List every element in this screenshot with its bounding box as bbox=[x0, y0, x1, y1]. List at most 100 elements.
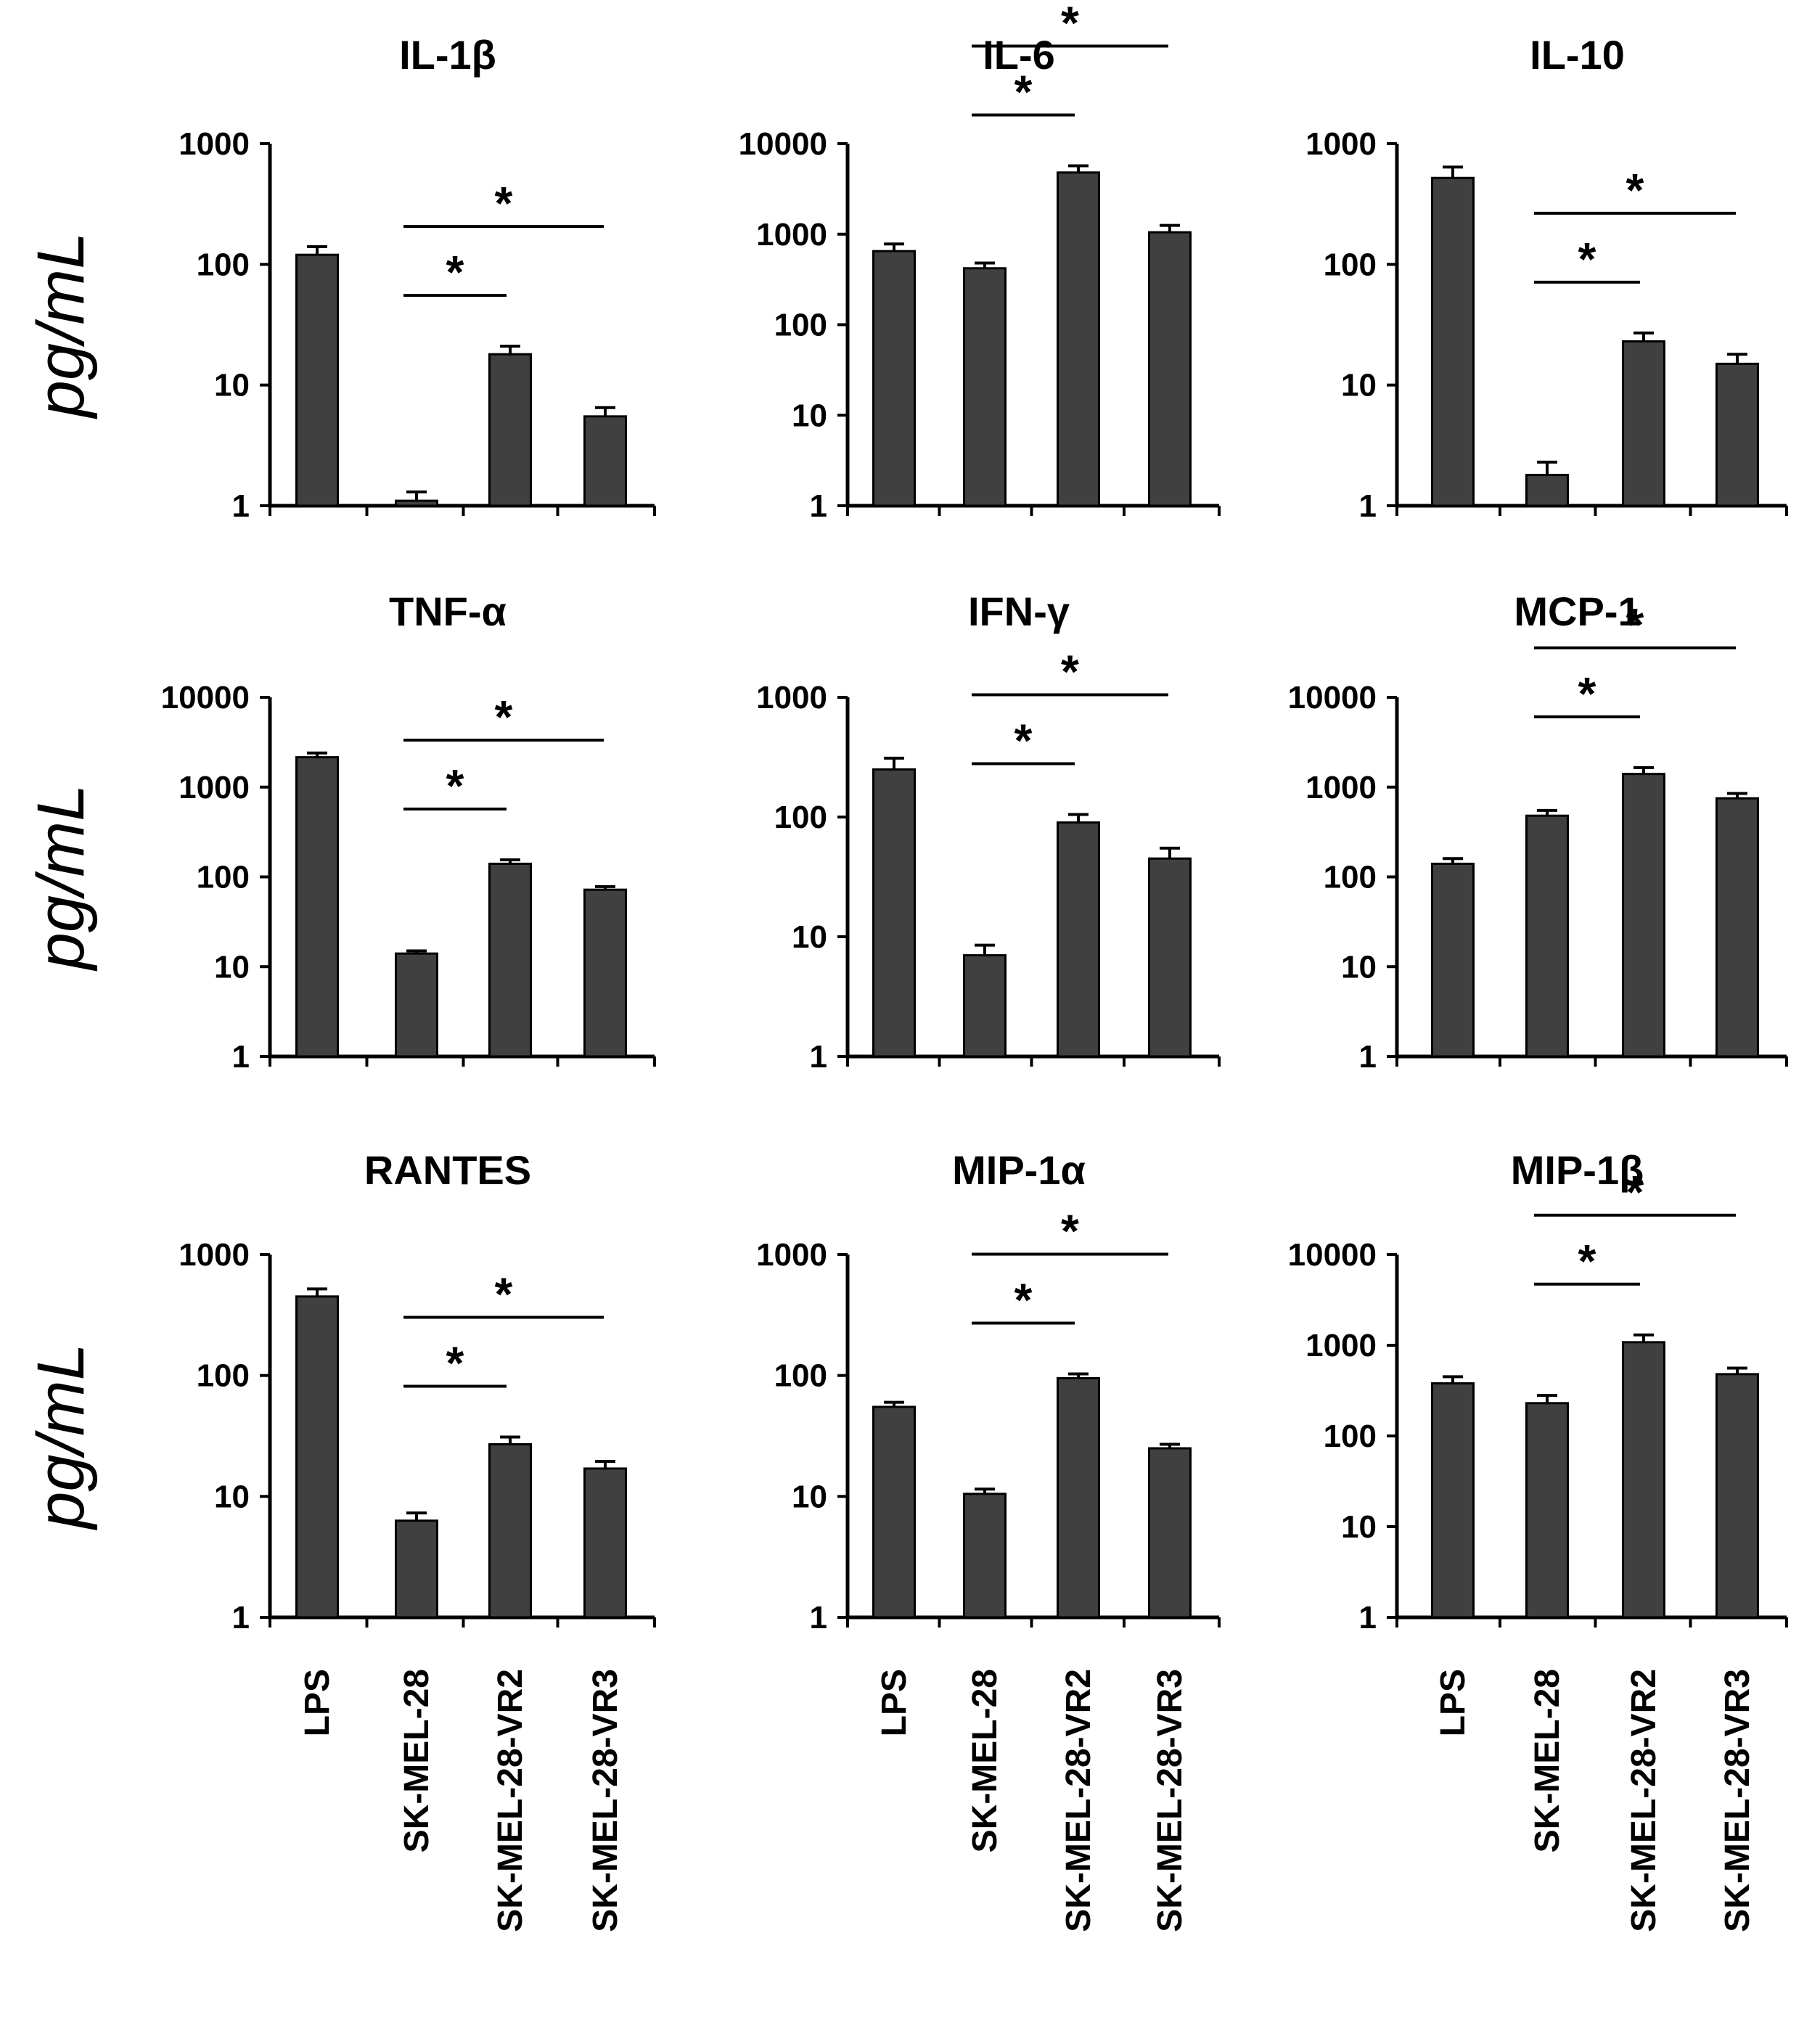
significance-star-short: * bbox=[446, 760, 464, 812]
y-tick-label: 1000 bbox=[179, 1237, 250, 1273]
category-label: SK-MEL-28-VR3 bbox=[1151, 1669, 1189, 1932]
bar-SK-MEL-28 bbox=[963, 267, 1007, 507]
bar-SK-MEL-28-VR3 bbox=[583, 415, 627, 507]
significance-star-short: * bbox=[1578, 1235, 1596, 1287]
bar-SK-MEL-28-VR3 bbox=[1148, 1447, 1192, 1619]
y-tick-label: 1000 bbox=[756, 680, 827, 715]
panel-3: TNF-α 1 10 100 1000 10000 * * pg/mL bbox=[24, 588, 656, 1075]
y-tick-label: 100 bbox=[197, 860, 250, 895]
bar-SK-MEL-28-VR2 bbox=[1057, 171, 1100, 507]
bar-SK-MEL-28-VR3 bbox=[1148, 857, 1192, 1058]
category-label: SK-MEL-28-VR2 bbox=[1625, 1669, 1663, 1932]
category-label: SK-MEL-28-VR2 bbox=[491, 1669, 530, 1932]
significance-star-long: * bbox=[1061, 1205, 1079, 1257]
significance-star-short: * bbox=[1014, 65, 1033, 118]
y-tick-label: 100 bbox=[1324, 860, 1377, 895]
significance-star-long: * bbox=[495, 177, 513, 229]
y-tick-label: 100 bbox=[774, 308, 827, 343]
bar-LPS bbox=[295, 253, 339, 507]
bar-LPS bbox=[872, 768, 916, 1058]
significance-star-long: * bbox=[495, 691, 513, 743]
y-tick-label: 100 bbox=[774, 800, 827, 835]
significance-star-long: * bbox=[1626, 599, 1644, 651]
panel-title: IL-6 bbox=[983, 32, 1055, 78]
bar-SK-MEL-28-VR3 bbox=[1715, 362, 1759, 507]
category-label: SK-MEL-28 bbox=[1528, 1669, 1567, 1852]
y-tick-label: 1000 bbox=[1305, 1328, 1377, 1363]
bar-SK-MEL-28 bbox=[1525, 474, 1569, 507]
significance-star-long: * bbox=[1061, 0, 1079, 49]
bar-LPS bbox=[295, 1295, 339, 1619]
panel-6: RANTES 1 10 100 1000 * * pg/mL LPS SK-MEL-28 SK-ME… bbox=[24, 1147, 656, 1932]
significance-star-long: * bbox=[495, 1268, 513, 1320]
bar-SK-MEL-28-VR3 bbox=[1148, 231, 1192, 507]
y-tick-label: 1000 bbox=[179, 126, 250, 162]
panel-7: MIP-1α 1 10 100 1000 * * LPS SK-MEL-28 SK-MEL-28-… bbox=[756, 1147, 1221, 1932]
y-tick-label: 100 bbox=[1324, 247, 1377, 282]
bar-SK-MEL-28-VR2 bbox=[488, 353, 532, 507]
y-tick-label: 1 bbox=[1359, 488, 1377, 524]
bar-LPS bbox=[1431, 1382, 1475, 1619]
bar-SK-MEL-28-VR3 bbox=[1715, 797, 1759, 1058]
y-tick-label: 1 bbox=[232, 1600, 250, 1635]
y-tick-label: 10 bbox=[214, 1479, 250, 1514]
category-label: SK-MEL-28 bbox=[398, 1669, 436, 1852]
y-axis-title: pg/mL bbox=[24, 1343, 98, 1531]
significance-star-short: * bbox=[1014, 1274, 1033, 1326]
bar-LPS bbox=[872, 250, 916, 507]
significance-star-short: * bbox=[1578, 233, 1596, 285]
bar-SK-MEL-28 bbox=[395, 1519, 438, 1619]
bar-SK-MEL-28 bbox=[963, 1493, 1007, 1619]
bar-LPS bbox=[872, 1405, 916, 1619]
bar-LPS bbox=[295, 756, 339, 1058]
bar-SK-MEL-28-VR2 bbox=[1622, 340, 1665, 507]
y-tick-label: 100 bbox=[774, 1358, 827, 1394]
bar-LPS bbox=[1431, 862, 1475, 1058]
bar-SK-MEL-28 bbox=[395, 499, 438, 507]
bar-SK-MEL-28 bbox=[1525, 814, 1569, 1058]
bar-SK-MEL-28-VR2 bbox=[1622, 773, 1665, 1058]
y-tick-label: 10 bbox=[792, 1479, 827, 1514]
panel-title: MIP-1β bbox=[1511, 1147, 1644, 1193]
category-label: LPS bbox=[298, 1669, 337, 1736]
significance-star-short: * bbox=[446, 246, 464, 298]
y-tick-label: 1000 bbox=[756, 1237, 827, 1273]
panel-title: RANTES bbox=[364, 1147, 531, 1193]
panel-8: MIP-1β 1 10 100 1000 10000 * * LPS SK-MEL-28 SK-ME… bbox=[1288, 1147, 1788, 1932]
panel-title: TNF-α bbox=[389, 588, 507, 634]
significance-star-long: * bbox=[1061, 646, 1079, 698]
category-label: SK-MEL-28 bbox=[966, 1669, 1004, 1852]
y-tick-label: 10 bbox=[214, 368, 250, 403]
y-tick-label: 100 bbox=[197, 1358, 250, 1394]
y-tick-label: 100 bbox=[1324, 1419, 1377, 1454]
bar-SK-MEL-28 bbox=[1525, 1402, 1569, 1619]
y-tick-label: 10 bbox=[1341, 1509, 1377, 1545]
y-tick-label: 1 bbox=[810, 1039, 827, 1075]
bar-SK-MEL-28-VR2 bbox=[1057, 821, 1100, 1058]
significance-star-long: * bbox=[1626, 1166, 1644, 1218]
y-axis-title: pg/mL bbox=[24, 232, 98, 420]
category-label: LPS bbox=[875, 1669, 914, 1736]
panel-title: IL-1β bbox=[399, 32, 496, 78]
y-tick-label: 1000 bbox=[179, 770, 250, 805]
panel-2: IL-10 1 10 100 1000 * * bbox=[1305, 32, 1788, 524]
y-tick-label: 10 bbox=[214, 949, 250, 985]
y-axis-title: pg/mL bbox=[24, 784, 98, 972]
y-tick-label: 10000 bbox=[739, 126, 827, 162]
significance-star-long: * bbox=[1626, 164, 1644, 216]
y-tick-label: 1 bbox=[232, 488, 250, 524]
category-label: SK-MEL-28-VR3 bbox=[1718, 1669, 1757, 1932]
bar-SK-MEL-28-VR2 bbox=[488, 862, 532, 1058]
bar-SK-MEL-28-VR2 bbox=[1057, 1376, 1100, 1619]
y-tick-label: 1 bbox=[1359, 1600, 1377, 1635]
y-tick-label: 10000 bbox=[161, 680, 250, 715]
significance-star-short: * bbox=[1014, 715, 1033, 767]
bar-SK-MEL-28-VR3 bbox=[1715, 1373, 1759, 1619]
panel-title: MIP-1α bbox=[952, 1147, 1086, 1193]
y-tick-label: 10000 bbox=[1288, 1237, 1377, 1273]
y-tick-label: 1000 bbox=[1305, 126, 1377, 162]
bar-SK-MEL-28 bbox=[963, 954, 1007, 1058]
bar-SK-MEL-28-VR3 bbox=[583, 1467, 627, 1619]
bar-SK-MEL-28-VR2 bbox=[488, 1442, 532, 1619]
category-label: SK-MEL-28-VR2 bbox=[1059, 1669, 1098, 1932]
